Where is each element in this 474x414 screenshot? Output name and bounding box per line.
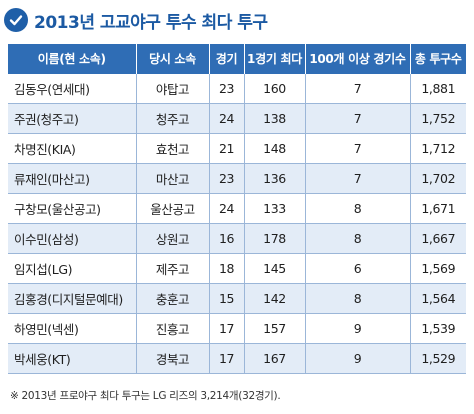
cell-team: 경북고 xyxy=(136,343,210,374)
cell-total-pitches: 1,752 xyxy=(410,103,466,134)
cell-games: 17 xyxy=(209,313,245,344)
cell-100plus-games: 8 xyxy=(305,193,411,224)
table-row: 김홍경(디지털문예대) 충훈고 15 142 8 1,564 xyxy=(8,283,466,314)
cell-team: 청주고 xyxy=(136,103,210,134)
header-max-pitches: 1경기 최다 xyxy=(244,44,306,74)
table-row: 이수민(삼성) 상원고 16 178 8 1,667 xyxy=(8,223,466,254)
cell-max-pitches: 157 xyxy=(244,313,306,344)
footnote: ※ 2013년 프로야구 최다 투구는 LG 리즈의 3,214개(32경기). xyxy=(10,390,281,402)
cell-100plus-games: 8 xyxy=(305,283,411,314)
cell-total-pitches: 1,564 xyxy=(410,283,466,314)
cell-total-pitches: 1,569 xyxy=(410,253,466,284)
cell-100plus-games: 7 xyxy=(305,163,411,194)
cell-games: 24 xyxy=(209,103,245,134)
cell-games: 16 xyxy=(209,223,245,254)
cell-name: 박세웅(KT) xyxy=(8,343,137,374)
cell-total-pitches: 1,702 xyxy=(410,163,466,194)
table-row: 하영민(넥센) 진흥고 17 157 9 1,539 xyxy=(8,313,466,344)
header-name: 이름(현 소속) xyxy=(8,44,137,74)
page-title: 2013년 고교야구 투수 최다 투구 xyxy=(34,12,268,33)
header-games: 경기 xyxy=(209,44,245,74)
table-row: 주권(청주고) 청주고 24 138 7 1,752 xyxy=(8,103,466,134)
cell-total-pitches: 1,671 xyxy=(410,193,466,224)
cell-team: 상원고 xyxy=(136,223,210,254)
cell-name: 임지섭(LG) xyxy=(8,253,137,284)
pitcher-stats-table: 이름(현 소속) 당시 소속 경기 1경기 최다 100개 이상 경기수 총 투… xyxy=(8,44,466,374)
cell-max-pitches: 167 xyxy=(244,343,306,374)
header-total-pitches: 총 투구수 xyxy=(410,44,466,74)
cell-name: 류재인(마산고) xyxy=(8,163,137,194)
cell-team: 충훈고 xyxy=(136,283,210,314)
cell-games: 24 xyxy=(209,193,245,224)
cell-max-pitches: 142 xyxy=(244,283,306,314)
cell-total-pitches: 1,712 xyxy=(410,133,466,164)
cell-games: 23 xyxy=(209,163,245,194)
table-row: 임지섭(LG) 제주고 18 145 6 1,569 xyxy=(8,253,466,284)
cell-max-pitches: 178 xyxy=(244,223,306,254)
cell-max-pitches: 136 xyxy=(244,163,306,194)
cell-max-pitches: 145 xyxy=(244,253,306,284)
cell-total-pitches: 1,529 xyxy=(410,343,466,374)
title-row: 2013년 고교야구 투수 최다 투구 xyxy=(4,6,268,34)
table-row: 구창모(울산공고) 울산공고 24 133 8 1,671 xyxy=(8,193,466,224)
cell-team: 마산고 xyxy=(136,163,210,194)
cell-total-pitches: 1,539 xyxy=(410,313,466,344)
header-100plus-games: 100개 이상 경기수 xyxy=(305,44,411,74)
cell-games: 23 xyxy=(209,73,245,104)
header-team: 당시 소속 xyxy=(136,44,210,74)
cell-total-pitches: 1,667 xyxy=(410,223,466,254)
cell-name: 구창모(울산공고) xyxy=(8,193,137,224)
cell-games: 15 xyxy=(209,283,245,314)
cell-100plus-games: 7 xyxy=(305,73,411,104)
cell-100plus-games: 9 xyxy=(305,313,411,344)
table-row: 차명진(KIA) 효천고 21 148 7 1,712 xyxy=(8,133,466,164)
cell-games: 17 xyxy=(209,343,245,374)
cell-team: 제주고 xyxy=(136,253,210,284)
table-row: 박세웅(KT) 경북고 17 167 9 1,529 xyxy=(8,343,466,374)
cell-name: 하영민(넥센) xyxy=(8,313,137,344)
cell-games: 18 xyxy=(209,253,245,284)
cell-100plus-games: 7 xyxy=(305,133,411,164)
cell-max-pitches: 133 xyxy=(244,193,306,224)
table-row: 김동우(연세대) 야탑고 23 160 7 1,881 xyxy=(8,73,466,104)
cell-team: 효천고 xyxy=(136,133,210,164)
table-row: 류재인(마산고) 마산고 23 136 7 1,702 xyxy=(8,163,466,194)
cell-name: 김동우(연세대) xyxy=(8,73,137,104)
cell-max-pitches: 160 xyxy=(244,73,306,104)
cell-games: 21 xyxy=(209,133,245,164)
cell-100plus-games: 7 xyxy=(305,103,411,134)
cell-name: 주권(청주고) xyxy=(8,103,137,134)
cell-max-pitches: 138 xyxy=(244,103,306,134)
cell-name: 이수민(삼성) xyxy=(8,223,137,254)
check-circle-icon xyxy=(4,8,28,32)
cell-max-pitches: 148 xyxy=(244,133,306,164)
cell-team: 진흥고 xyxy=(136,313,210,344)
cell-100plus-games: 6 xyxy=(305,253,411,284)
cell-100plus-games: 9 xyxy=(305,343,411,374)
cell-name: 차명진(KIA) xyxy=(8,133,137,164)
cell-100plus-games: 8 xyxy=(305,223,411,254)
cell-team: 울산공고 xyxy=(136,193,210,224)
cell-total-pitches: 1,881 xyxy=(410,73,466,104)
cell-name: 김홍경(디지털문예대) xyxy=(8,283,137,314)
cell-team: 야탑고 xyxy=(136,73,210,104)
table-header-row: 이름(현 소속) 당시 소속 경기 1경기 최다 100개 이상 경기수 총 투… xyxy=(8,44,466,74)
